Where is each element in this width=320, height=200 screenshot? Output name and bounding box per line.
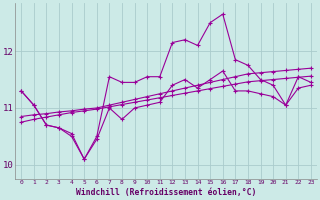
X-axis label: Windchill (Refroidissement éolien,°C): Windchill (Refroidissement éolien,°C) xyxy=(76,188,256,197)
